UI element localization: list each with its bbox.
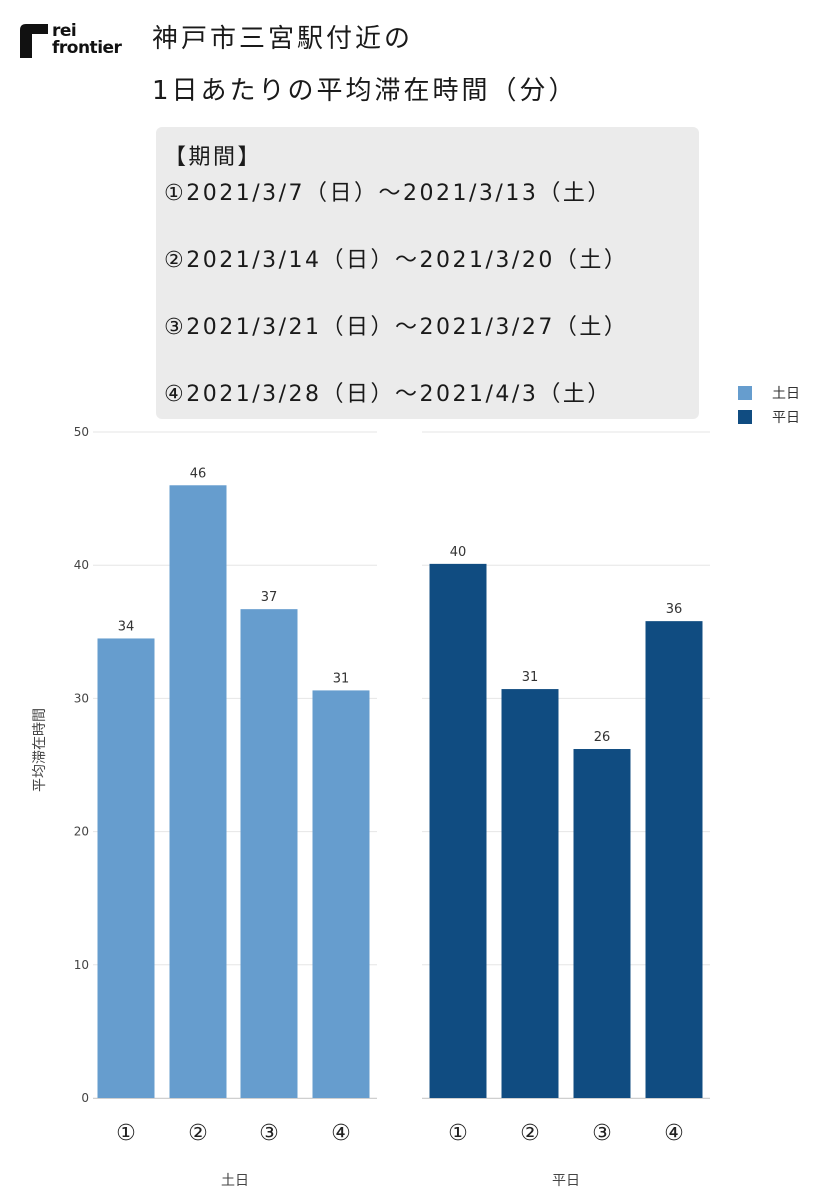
bar-weekend-4 [312,690,370,1098]
legend-item-weekend[interactable]: 土日 [738,383,813,403]
y-tick-label: 20 [74,825,89,839]
data-label: 37 [261,590,278,605]
logo-mark-icon [20,24,48,58]
chart-title-line1: 神戸市三宮駅付近の [152,24,414,54]
logo: rei frontier [20,22,140,62]
period-2: ②2021/3/14（日）～2021/3/20（土） [164,248,629,273]
y-tick-label: 50 [74,425,89,439]
chart-title-line2: 1日あたりの平均滞在時間（分） [152,76,578,106]
period-header: 【期間】 [164,145,263,170]
bar-weekday-1 [429,563,487,1098]
x-tick-label: ④ [331,1121,351,1146]
bar-weekend-2 [169,485,227,1098]
x-tick-label: ③ [259,1121,279,1146]
bar-weekday-2 [501,689,559,1098]
period-4: ④2021/3/28（日）～2021/4/3（土） [164,382,612,407]
y-tick-label: 0 [81,1091,89,1105]
x-tick-label: ① [448,1121,468,1146]
legend-swatch-weekend [738,386,752,400]
data-label: 34 [118,619,135,634]
x-tick-label: ② [520,1121,540,1146]
y-tick-label: 40 [74,558,89,572]
data-label: 26 [594,730,611,745]
logo-text-line2: frontier [52,38,122,58]
y-axis-label: 平均滞在時間 [32,708,48,792]
bar-weekday-4 [645,621,703,1098]
data-label: 46 [190,466,207,481]
x-tick-label: ① [116,1121,136,1146]
period-box: 【期間】 ①2021/3/7（日）～2021/3/13（土） ②2021/3/1… [156,127,699,419]
legend-item-weekday[interactable]: 平日 [738,407,813,427]
period-1: ①2021/3/7（日）～2021/3/13（土） [164,181,612,206]
x-tick-label: ③ [592,1121,612,1146]
bar-weekday-3 [573,749,631,1098]
data-label: 40 [450,545,467,560]
data-label: 36 [666,602,683,617]
x-tick-label: ② [188,1121,208,1146]
bar-weekend-3 [240,609,298,1098]
logo-text-line1: rei [52,21,77,41]
y-tick-label: 10 [74,958,89,972]
y-tick-label: 30 [74,691,89,705]
panel-label-weekend: 土日 [221,1173,249,1189]
data-label: 31 [522,670,539,685]
legend-label-weekday: 平日 [772,410,800,426]
panel-label-weekday: 平日 [552,1173,580,1189]
period-3: ③2021/3/21（日）～2021/3/27（土） [164,315,629,340]
x-tick-label: ④ [664,1121,684,1146]
data-label: 31 [333,671,350,686]
legend-label-weekend: 土日 [772,386,800,402]
legend-swatch-weekday [738,410,752,424]
bar-weekend-1 [97,638,155,1098]
